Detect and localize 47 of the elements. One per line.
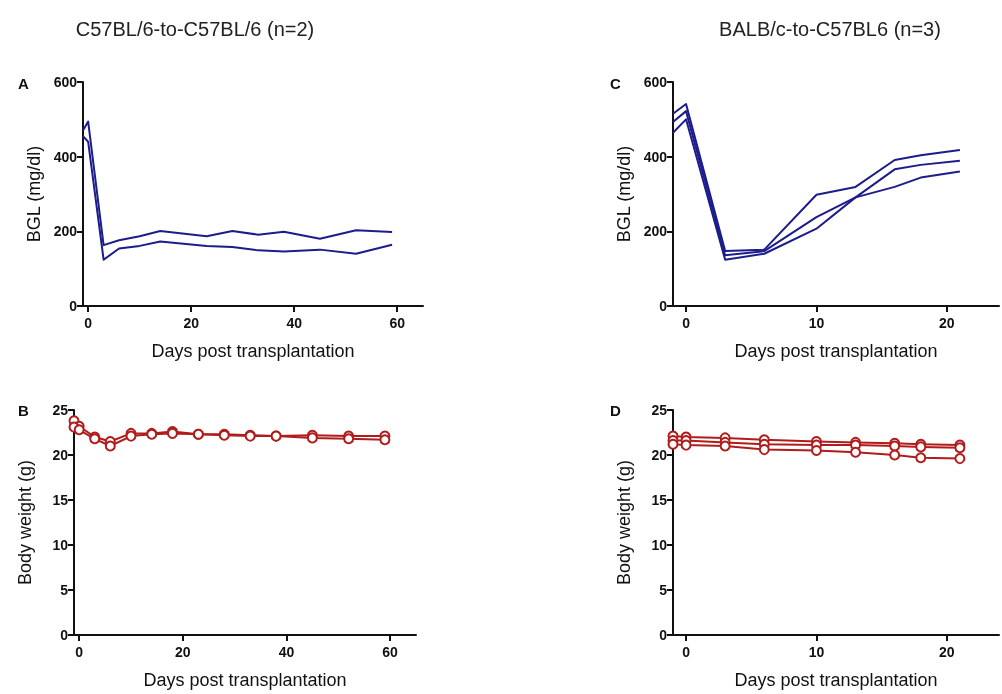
y-axis-title: BGL (mg/dl) — [613, 145, 634, 243]
text: D — [610, 402, 621, 419]
y-tick-label: 15 — [651, 492, 668, 508]
text: C — [610, 75, 621, 92]
x-tick-label: 40 — [286, 315, 303, 331]
y-tick-label: 600 — [53, 74, 78, 90]
y-tick-label: 400 — [53, 148, 78, 165]
y-tick-label: 200 — [53, 223, 78, 240]
y-tick-label: 600 — [643, 74, 668, 90]
y-tick-label: 10 — [651, 537, 668, 553]
chart-title: BALB/c-to-C57BL6 (n=3) — [719, 18, 941, 40]
chart-title: C57BL/6-to-C57BL/6 (n=2) — [75, 18, 315, 40]
x-tick-label: 40 — [278, 644, 295, 660]
x-tick-label: 20 — [175, 644, 191, 660]
x-tick-label: 60 — [389, 315, 406, 331]
x-tick-label: 0 — [84, 315, 93, 331]
y-axis-title: BGL (mg/dl) — [23, 145, 44, 243]
y-tick-label: 20 — [52, 447, 69, 463]
y-tick-label: 15 — [52, 492, 69, 508]
y-axis-title: Body weight (g) — [15, 459, 35, 586]
x-tick-label: 0 — [682, 315, 691, 331]
text: B — [18, 402, 29, 419]
y-tick-label: 20 — [651, 447, 668, 463]
x-tick-label: 20 — [939, 644, 955, 660]
y-tick-label: 5 — [60, 582, 69, 598]
y-tick-label: 400 — [643, 148, 668, 165]
y-axis-title: Body weight (g) — [614, 459, 634, 586]
x-tick-label: 10 — [808, 644, 825, 660]
y-tick-label: 5 — [659, 582, 668, 598]
y-tick-label: 25 — [52, 402, 69, 418]
x-tick-label: 20 — [183, 315, 200, 331]
x-tick-label: 60 — [382, 644, 399, 660]
x-tick-label: 0 — [682, 644, 691, 660]
x-axis-title: Days post transplantation — [143, 670, 347, 690]
x-tick-label: 10 — [808, 315, 825, 331]
y-tick-label: 25 — [651, 402, 668, 418]
text: A — [18, 75, 29, 92]
y-tick-label: 200 — [643, 223, 668, 240]
y-tick-label: 10 — [52, 537, 69, 553]
y-tick-label: 0 — [659, 298, 668, 314]
y-tick-label: 0 — [69, 298, 78, 314]
x-tick-label: 20 — [939, 315, 955, 331]
x-axis-title: Days post transplantation — [151, 341, 355, 361]
y-tick-label: 0 — [659, 627, 668, 643]
x-axis-title: Days post transplantation — [734, 341, 938, 361]
x-axis-title: Days post transplantation — [734, 670, 938, 690]
y-tick-label: 0 — [60, 627, 69, 643]
